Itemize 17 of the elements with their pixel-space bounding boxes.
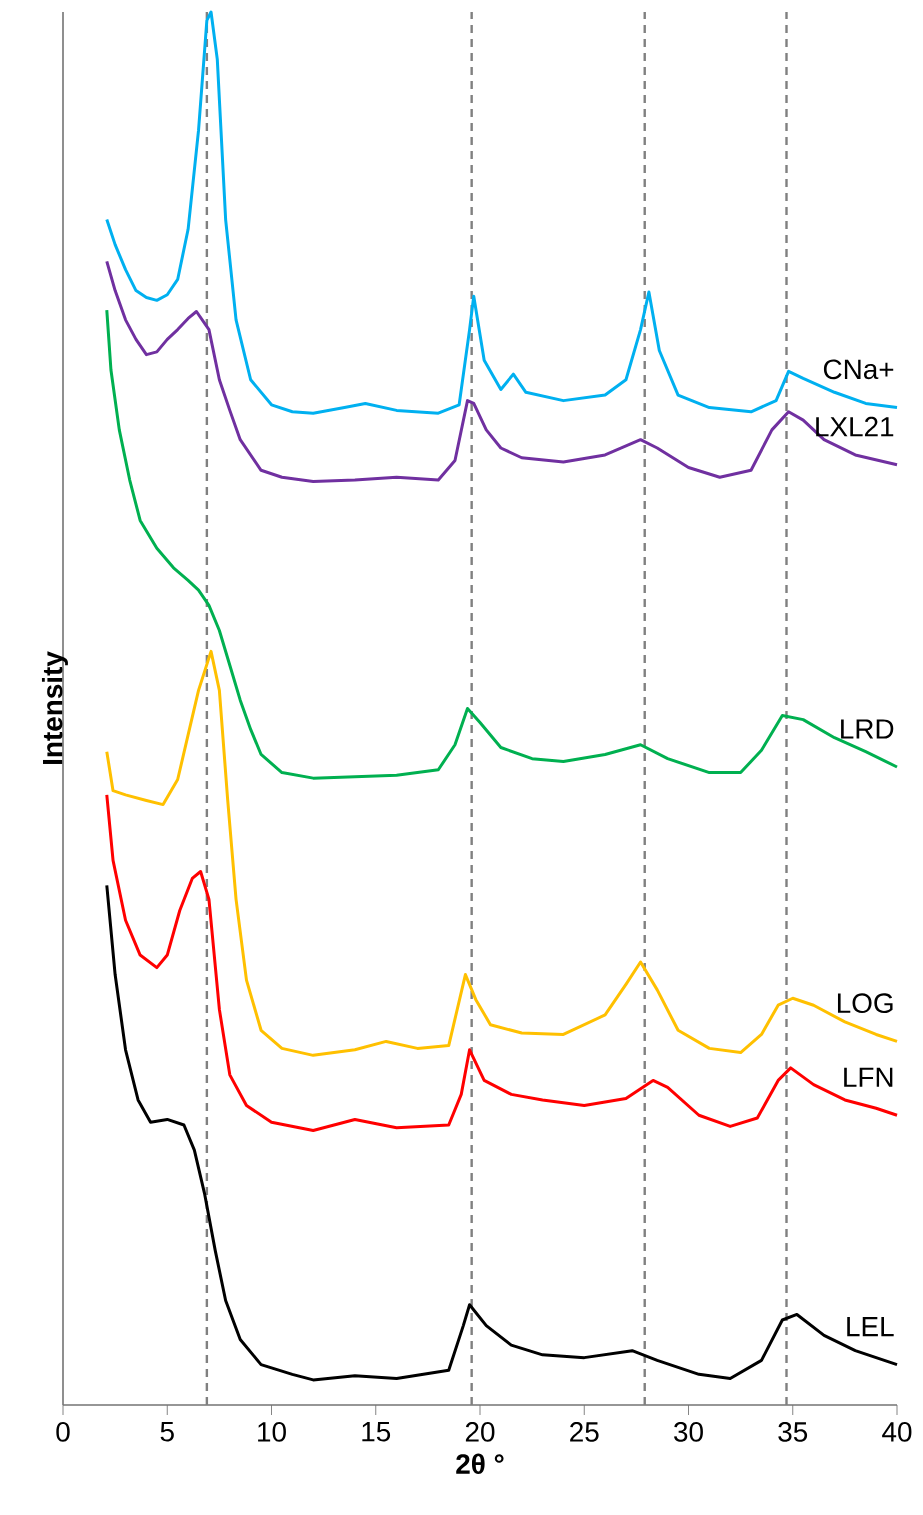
x-tick-label: 0 [56,1422,70,1442]
x-tick-label: 10 [258,1422,286,1442]
series-label: LXL21 [816,416,894,437]
x-tick-label: 20 [465,1422,495,1442]
x-tick-label: 25 [570,1422,599,1442]
y-axis-title: Intensity [41,651,68,764]
series-label: LOG [837,993,893,1014]
series-label: LFN [844,1067,893,1087]
x-tick-label: 15 [362,1422,391,1442]
series-label: LRD [841,719,894,739]
x-tick-label: 40 [882,1422,912,1442]
x-tick-label: 35 [778,1422,808,1442]
series-label: CNa+ [823,359,894,380]
series-label: LEL [847,1317,894,1337]
x-tick-label: 5 [160,1422,174,1442]
x-axis-title: 2θ ° [456,1453,504,1474]
x-tick-label: 30 [674,1422,703,1442]
